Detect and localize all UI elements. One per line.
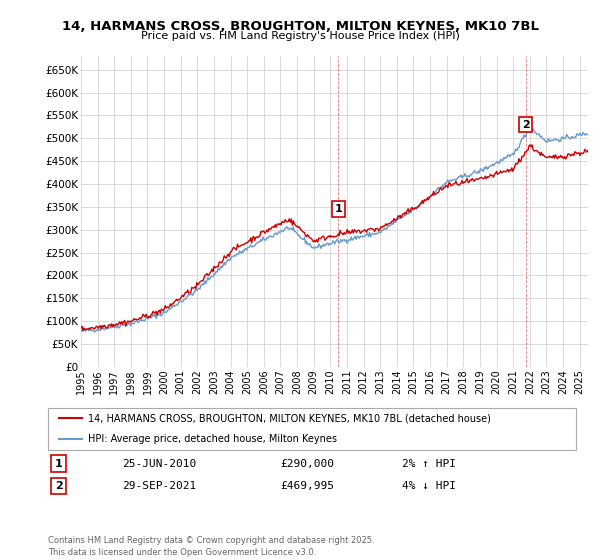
Text: 2: 2: [522, 120, 530, 129]
Text: HPI: Average price, detached house, Milton Keynes: HPI: Average price, detached house, Milt…: [88, 434, 337, 444]
Text: 25-JUN-2010: 25-JUN-2010: [122, 459, 196, 469]
Text: 2% ↑ HPI: 2% ↑ HPI: [402, 459, 456, 469]
Text: Price paid vs. HM Land Registry's House Price Index (HPI): Price paid vs. HM Land Registry's House …: [140, 31, 460, 41]
Text: 29-SEP-2021: 29-SEP-2021: [122, 481, 196, 491]
Text: Contains HM Land Registry data © Crown copyright and database right 2025.
This d: Contains HM Land Registry data © Crown c…: [48, 536, 374, 557]
Text: 2: 2: [55, 481, 62, 491]
Text: 1: 1: [334, 204, 342, 214]
Text: £469,995: £469,995: [280, 481, 334, 491]
Text: 4% ↓ HPI: 4% ↓ HPI: [402, 481, 456, 491]
Text: 14, HARMANS CROSS, BROUGHTON, MILTON KEYNES, MK10 7BL: 14, HARMANS CROSS, BROUGHTON, MILTON KEY…: [62, 20, 539, 32]
Text: 1: 1: [55, 459, 62, 469]
Text: 14, HARMANS CROSS, BROUGHTON, MILTON KEYNES, MK10 7BL (detached house): 14, HARMANS CROSS, BROUGHTON, MILTON KEY…: [88, 413, 490, 423]
Text: £290,000: £290,000: [280, 459, 334, 469]
